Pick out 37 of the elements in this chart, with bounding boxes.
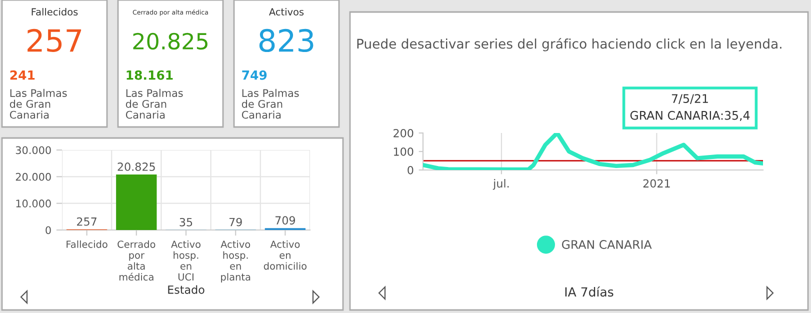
text: 241 [10,70,35,80]
data-label: 20.825 [118,162,155,171]
y-tick-label: 10.000 [16,200,51,208]
y-tick-label: 100 [394,147,414,156]
x-tick-label: jul. [492,179,509,190]
text: Activos [269,8,304,16]
y-tick-label: 30.000 [16,146,51,154]
text: 823 [259,28,314,52]
text: GRAN CANARIA:35,4 [630,110,750,122]
y-tick-label: 200 [394,128,414,138]
legend-label: GRAN CANARIA [562,240,652,249]
bar [116,174,157,230]
text: Fallecidos [32,8,78,16]
x-tick-label: Cerrado por alta médica [118,240,156,281]
text: Las Palmas de Gran Canaria [126,88,183,119]
text: Las Palmas de Gran Canaria [10,88,67,119]
text: 257 [28,28,82,52]
x-tick-label: Activo en domicilio [264,240,307,270]
data-label: 35 [180,218,192,226]
y-tick-label: 0 [46,226,51,234]
text: 20.825 [133,32,208,50]
chart-title: Puede desactivar series del gráfico haciendo click en la leyenda. [357,38,782,52]
text: 7/5/21 [672,94,708,104]
text: 749 [242,70,267,80]
data-label: 257 [77,217,96,226]
text: 18.161 [126,70,173,80]
x-axis-title: Estado [168,285,204,294]
x-tick-label: Activo hosp. en planta [220,240,250,282]
x-tick-label: 2021 [643,179,670,188]
y-tick-label: 0 [408,166,414,174]
y-tick-label: 20.000 [16,172,51,181]
text: Las Palmas de Gran Canaria [242,88,299,119]
x-axis-title: IA 7días [565,286,614,297]
data-label: 79 [229,218,242,226]
data-label: 709 [276,216,296,225]
x-tick-label: Activo hosp. en UCI [171,240,200,281]
x-tick-label: Fallecido [66,240,108,248]
